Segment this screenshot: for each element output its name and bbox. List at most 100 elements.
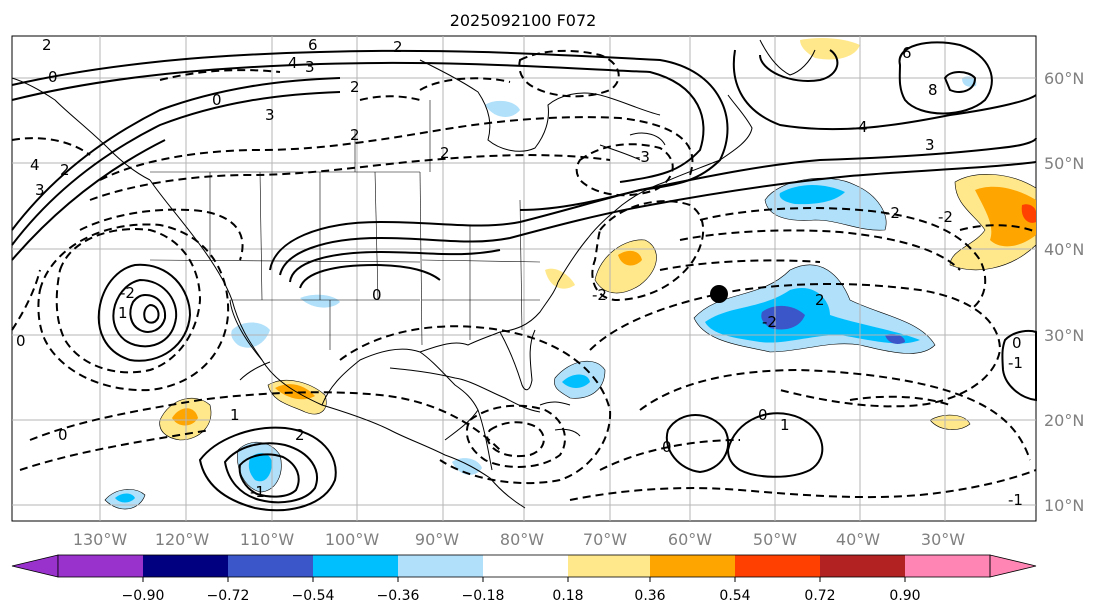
- lat-label: 60°N: [1044, 69, 1084, 88]
- neg-anomaly-hudson: [485, 100, 520, 117]
- colorbar-tick-label: 0.36: [634, 588, 665, 604]
- colorbar-extend-low: [11, 554, 59, 578]
- contour-label: 0: [48, 68, 58, 86]
- lat-label: 20°N: [1044, 411, 1084, 430]
- lon-label: 110°W: [240, 530, 295, 549]
- colorbar-segment: [568, 555, 650, 577]
- pos-anomaly-east-peak: [1021, 204, 1036, 223]
- colorbar-tick-label: −0.54: [292, 588, 335, 604]
- contour-label: 4: [30, 156, 40, 174]
- colorbar-segment: [483, 555, 568, 577]
- neg-anomaly-atlantic-deep2: [885, 333, 905, 344]
- colorbar-tick-label: −0.36: [377, 588, 420, 604]
- pos-anomaly-offshore-core: [618, 250, 642, 266]
- contour-label: -1: [250, 483, 265, 501]
- neg-anomaly-centralam: [452, 458, 482, 475]
- lon-label: 80°W: [500, 530, 544, 549]
- contour-label: 1: [780, 416, 790, 434]
- contour-label: 3: [305, 58, 315, 76]
- contour-label: 3: [925, 136, 935, 154]
- lon-label: 100°W: [325, 530, 380, 549]
- contour-label: 2: [42, 36, 52, 54]
- contour-label: 3: [35, 181, 45, 199]
- contour-label: 2: [440, 144, 450, 162]
- contour-label: 1: [230, 406, 240, 424]
- colorbar-segment: [820, 555, 905, 577]
- colorbar-extend-high: [989, 554, 1037, 578]
- lon-label: 70°W: [583, 530, 627, 549]
- colorbar-tick-label: −0.90: [122, 588, 165, 604]
- neg-anomaly-hurricane-core: [248, 453, 272, 482]
- contour-label: 2: [350, 78, 360, 96]
- lon-label: 60°W: [668, 530, 712, 549]
- map-title: 2025092100 F072: [450, 11, 597, 30]
- contour-label: 0: [212, 91, 222, 109]
- state-borders: [149, 100, 541, 350]
- longitude-labels: 130°W 120°W 110°W 100°W 90°W 80°W 70°W 6…: [73, 530, 965, 549]
- contour-label: -1: [1008, 491, 1023, 509]
- lon-label: 40°W: [836, 530, 880, 549]
- lon-label: 30°W: [921, 530, 965, 549]
- contour-labels: 2 0 6 4 3 2 0 3 2 4 2 3 2 2 0 -2 -3 -2 2…: [16, 36, 1023, 509]
- colorbar-segment: [58, 555, 143, 577]
- contour-label: 4: [288, 54, 298, 72]
- contour-label: 8: [928, 81, 938, 99]
- lon-label: 90°W: [415, 530, 459, 549]
- lat-label: 10°N: [1044, 496, 1084, 515]
- colorbar-tick-label: −0.72: [207, 588, 250, 604]
- contour-label: 0: [372, 286, 382, 304]
- lon-label: 120°W: [155, 530, 210, 549]
- pos-anomaly-subtrop: [929, 414, 971, 430]
- graticule: [12, 36, 1036, 521]
- contour-label: 0: [58, 426, 68, 444]
- lat-label: 40°N: [1044, 240, 1084, 259]
- contour-label: -3: [635, 148, 650, 166]
- colorbar-segment: [313, 555, 398, 577]
- neg-anomaly-atlantic-core: [705, 288, 920, 344]
- lon-label: 130°W: [73, 530, 128, 549]
- colorbar-segment: [735, 555, 820, 577]
- colorbar-tick-label: 0.72: [804, 588, 835, 604]
- contour-label: -2: [938, 208, 953, 226]
- contour-label: 2: [393, 38, 403, 56]
- dashed-contours: [11, 49, 1037, 501]
- contour-label: -2: [762, 313, 777, 331]
- pos-anomaly-top: [800, 37, 860, 60]
- contour-label: -1: [1008, 354, 1023, 372]
- contour-label: 0: [662, 438, 672, 456]
- lon-label: 50°W: [753, 530, 797, 549]
- colorbar-tick-label: 0.90: [889, 588, 920, 604]
- lat-label: 50°N: [1044, 154, 1084, 173]
- contour-label: 0: [758, 406, 768, 424]
- colorbar-segment: [905, 555, 990, 577]
- map-panel: 2 0 6 4 3 2 0 3 2 4 2 3 2 2 0 -2 -3 -2 2…: [11, 35, 1037, 522]
- colorbar-tick-label: 0.18: [552, 588, 583, 604]
- colorbar-tick-label: 0.54: [719, 588, 750, 604]
- pos-anomaly-mexico-gulf-core: [275, 384, 315, 400]
- contour-label: 2: [295, 426, 305, 444]
- contour-label: 4: [858, 118, 868, 136]
- contour-label: 1: [118, 304, 128, 322]
- lat-label: 30°N: [1044, 326, 1084, 345]
- colorbar-segment: [650, 555, 735, 577]
- neg-anomaly-epac-core: [115, 493, 135, 503]
- contour-label: 0: [16, 332, 26, 350]
- neg-anomaly-bahamas-core: [562, 374, 590, 388]
- contour-label: 2: [60, 161, 70, 179]
- colorbar-segment: [228, 555, 313, 577]
- latitude-labels: 60°N 50°N 40°N 30°N 20°N 10°N: [1044, 69, 1084, 515]
- colorbar-segment: [398, 555, 483, 577]
- pos-anomaly-mexico-pacific-core: [172, 408, 198, 426]
- neg-anomaly-northatlantic-core: [779, 185, 845, 205]
- contour-label: 6: [308, 36, 318, 54]
- contour-label: -2: [120, 284, 135, 302]
- contour-label: -2: [592, 286, 607, 304]
- contour-label: 6: [902, 44, 912, 62]
- neg-anomaly-atlantic-deep: [761, 305, 805, 330]
- contour-label: 0: [1012, 334, 1022, 352]
- contour-label: 3: [265, 106, 275, 124]
- colorbar-tick-label: −0.18: [462, 588, 505, 604]
- contour-label: -2: [885, 204, 900, 222]
- storm-position-marker: [710, 285, 728, 303]
- contour-label: 2: [350, 126, 360, 144]
